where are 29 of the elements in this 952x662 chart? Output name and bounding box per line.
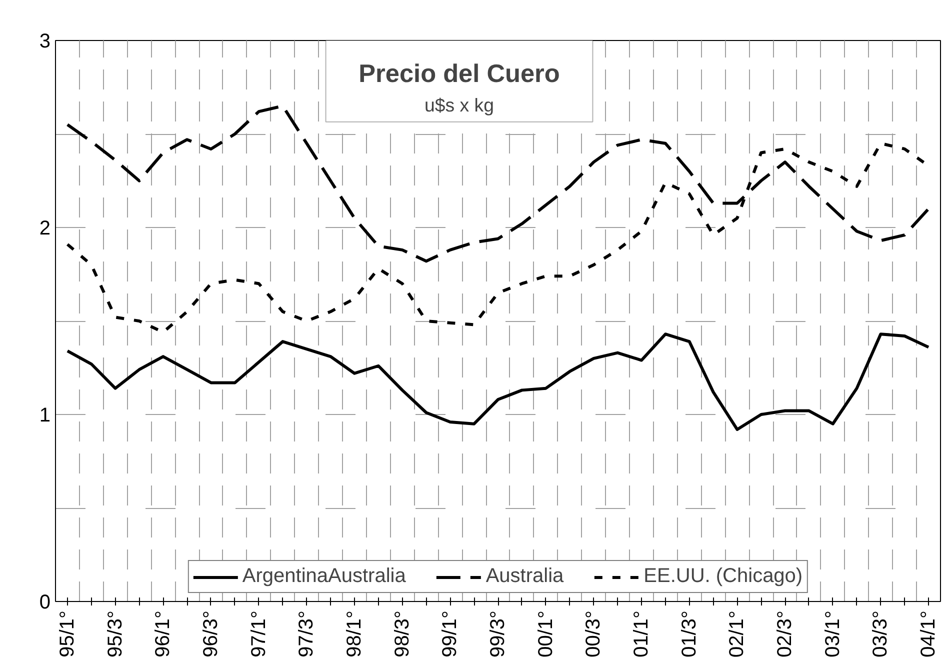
x-tick-label: 99/3° <box>487 610 509 658</box>
y-tick-label: 0 <box>39 592 50 614</box>
x-tick-label: 01/3° <box>678 610 700 658</box>
x-tick-label: 97/1° <box>248 610 270 658</box>
x-tick-label: 98/3° <box>391 610 414 658</box>
legend-label: Australia <box>486 565 564 588</box>
legend-label: ArgentinaAustralia <box>242 565 406 588</box>
x-tick-label: 03/3° <box>870 610 892 658</box>
x-tick-label: 03/1° <box>822 610 844 658</box>
x-tick-label: 96/3° <box>200 610 222 658</box>
x-tick-label: 02/1° <box>726 610 748 658</box>
x-tick-label: 00/3° <box>582 610 605 658</box>
x-tick-label: 01/1° <box>630 610 653 658</box>
x-tick-label: 97/3° <box>296 610 318 658</box>
x-tick-label: 98/1° <box>343 610 366 658</box>
legend-label: EE.UU. (Chicago) <box>644 565 803 588</box>
text: Precio del Cuero <box>358 60 560 88</box>
x-tick-label: 02/3° <box>774 610 796 658</box>
y-tick-label: 3 <box>39 30 50 52</box>
line-series <box>66 332 930 431</box>
x-tick-label: 95/1° <box>56 610 78 658</box>
x-tick-label: 00/1° <box>534 610 557 658</box>
x-tick-label: 99/1° <box>439 610 462 658</box>
y-tick-label: 1 <box>39 404 50 426</box>
text: u$s x kg <box>424 94 494 116</box>
x-tick-label: 04/1° <box>918 610 940 658</box>
x-tick-label: 95/3° <box>104 610 126 658</box>
y-tick-label: 2 <box>39 218 50 240</box>
x-tick-label: 96/1° <box>152 610 174 658</box>
